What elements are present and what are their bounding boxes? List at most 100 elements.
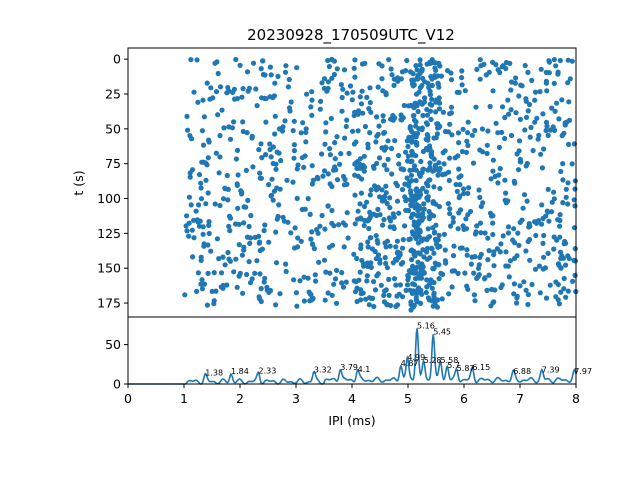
scatter-point xyxy=(361,153,367,159)
scatter-point xyxy=(541,232,547,239)
scatter-point xyxy=(383,92,389,98)
scatter-point xyxy=(458,207,464,213)
scatter-point xyxy=(266,182,272,188)
scatter-point xyxy=(350,128,356,134)
scatter-point xyxy=(374,237,380,244)
scatter-point xyxy=(237,62,243,68)
scatter-point xyxy=(257,170,263,176)
scatter-point xyxy=(309,89,315,95)
scatter-point xyxy=(380,113,386,119)
scatter-point xyxy=(352,57,358,63)
scatter-point xyxy=(270,160,276,167)
scatter-point xyxy=(258,141,264,147)
scatter-point xyxy=(444,68,451,74)
scatter-point xyxy=(294,244,301,250)
scatter-point xyxy=(325,171,331,177)
scatter-point xyxy=(297,278,303,284)
scatter-point xyxy=(472,127,478,134)
scatter-point xyxy=(569,58,575,64)
scatter-point xyxy=(355,108,362,114)
scatter-point xyxy=(450,219,456,225)
scatter-point xyxy=(246,223,252,230)
scatter-point xyxy=(364,278,370,284)
scatter-point xyxy=(313,278,319,284)
scatter-point xyxy=(272,113,278,119)
scatter-point xyxy=(441,161,447,167)
scatter-point xyxy=(206,230,212,237)
scatter-point xyxy=(256,240,262,246)
scatter-point xyxy=(534,220,540,226)
scatter-point xyxy=(494,246,500,252)
scatter-point xyxy=(435,172,441,178)
scatter-point xyxy=(420,112,426,119)
scatter-point xyxy=(377,260,383,266)
scatter-point xyxy=(380,222,386,228)
scatter-point xyxy=(455,153,461,159)
scatter-point xyxy=(431,156,437,162)
scatter-point xyxy=(347,83,354,89)
scatter-point xyxy=(569,161,575,167)
scatter-point xyxy=(226,223,232,229)
scatter-point xyxy=(545,209,551,215)
scatter-point xyxy=(208,248,214,254)
scatter-point xyxy=(225,197,231,203)
scatter-point xyxy=(294,195,300,201)
scatter-point xyxy=(427,160,433,166)
scatter-point xyxy=(256,233,262,239)
scatter-point xyxy=(511,178,517,184)
scatter-point xyxy=(188,57,194,63)
scatter-point xyxy=(491,263,497,269)
scatter-point xyxy=(420,210,426,217)
scatter-point xyxy=(467,208,474,215)
scatter-point xyxy=(545,250,551,256)
scatter-point xyxy=(559,97,565,103)
scatter-point xyxy=(203,201,209,207)
scatter-point xyxy=(492,173,498,179)
scatter-point xyxy=(382,198,388,204)
scatter-point xyxy=(450,215,456,221)
scatter-point xyxy=(357,269,363,275)
scatter-point xyxy=(273,229,279,235)
scatter-point xyxy=(267,64,273,70)
scatter-point xyxy=(416,287,423,293)
scatter-point xyxy=(295,235,301,241)
peak-label: 3.32 xyxy=(314,366,332,375)
scatter-point xyxy=(431,265,437,271)
scatter-point xyxy=(427,255,433,261)
scatter-point xyxy=(415,108,421,115)
scatter-point xyxy=(517,283,523,289)
scatter-point xyxy=(263,152,269,158)
scatter-point xyxy=(187,174,193,180)
scatter-point xyxy=(256,147,262,153)
scatter-point xyxy=(556,301,563,307)
scatter-point xyxy=(503,59,509,66)
scatter-point xyxy=(412,100,418,106)
scatter-point xyxy=(282,69,289,75)
scatter-point xyxy=(432,162,438,168)
scatter-point xyxy=(200,231,206,237)
scatter-point xyxy=(541,254,547,260)
scatter-point xyxy=(312,272,318,278)
scatter-point xyxy=(408,159,414,165)
scatter-point xyxy=(258,175,264,181)
scatter-point xyxy=(339,280,345,286)
scatter-point xyxy=(409,178,415,184)
scatter-point xyxy=(495,67,501,73)
scatter-point xyxy=(369,246,376,252)
scatter-point xyxy=(393,282,399,288)
scatter-point xyxy=(358,101,365,107)
scatter-point xyxy=(332,140,338,146)
scatter-point xyxy=(482,230,488,236)
scatter-point xyxy=(188,202,194,208)
scatter-point xyxy=(428,277,434,283)
scatter-point xyxy=(522,62,528,69)
scatter-point xyxy=(235,172,241,178)
scatter-point xyxy=(523,114,530,120)
scatter-point xyxy=(502,177,508,183)
histogram-x-tick-label: 7 xyxy=(516,391,524,406)
scatter-point xyxy=(404,57,410,64)
scatter-point xyxy=(521,279,527,285)
scatter-point xyxy=(561,286,567,292)
scatter-point xyxy=(382,147,388,153)
scatter-point xyxy=(355,128,361,134)
